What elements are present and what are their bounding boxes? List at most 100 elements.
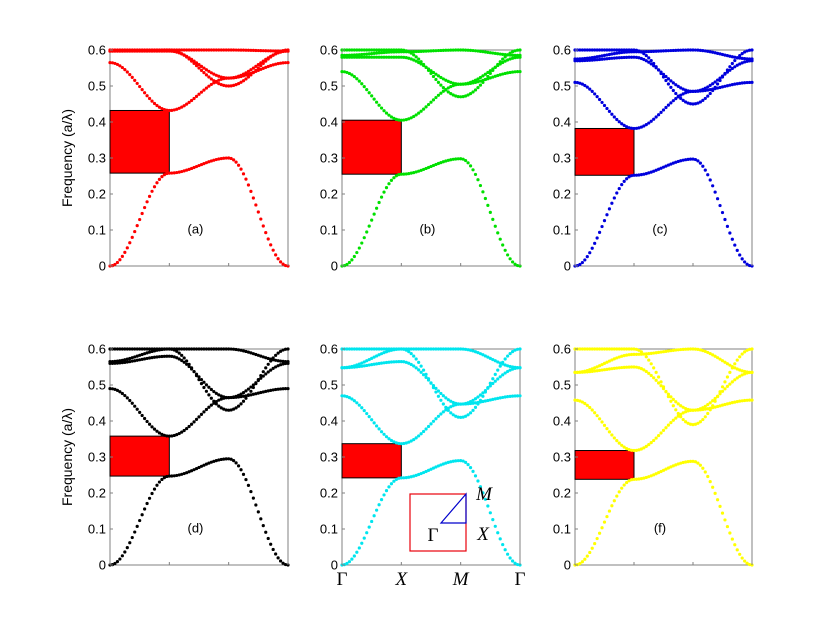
band-point <box>264 231 268 235</box>
band-point <box>434 417 438 421</box>
band-point <box>669 465 673 469</box>
band-point <box>424 347 428 351</box>
band-point <box>436 414 441 418</box>
band-point <box>637 173 641 177</box>
band-point <box>375 354 379 358</box>
band-point <box>622 365 626 369</box>
band-point <box>464 158 468 163</box>
band-point <box>175 347 179 351</box>
band-point <box>725 224 730 228</box>
band-point <box>379 430 384 434</box>
band-point <box>367 363 371 367</box>
band-point <box>607 52 612 57</box>
band-point <box>439 463 443 467</box>
band-point <box>661 385 666 389</box>
band-point <box>412 114 416 119</box>
band-point <box>471 349 475 353</box>
band-point <box>202 385 206 390</box>
band-point <box>513 394 517 398</box>
band-point <box>372 51 376 55</box>
band-point <box>389 115 394 119</box>
band-point <box>182 360 186 364</box>
band-point <box>372 421 376 425</box>
band-point <box>612 347 616 351</box>
band-point <box>639 350 643 354</box>
band-point <box>281 49 285 53</box>
band-point <box>639 367 643 371</box>
band-point <box>684 88 688 92</box>
band-point <box>615 56 619 60</box>
band-point <box>246 387 251 391</box>
band-point <box>508 368 512 372</box>
band-point <box>597 368 602 372</box>
band-point <box>241 79 246 83</box>
band-point <box>464 401 468 406</box>
band-point <box>510 350 515 354</box>
band-point <box>634 477 639 481</box>
band-point <box>593 241 597 245</box>
band-point <box>434 49 438 53</box>
band-point <box>666 392 671 396</box>
band-point <box>365 52 369 56</box>
band-point <box>720 389 725 393</box>
band-point <box>656 350 661 354</box>
band-point <box>713 51 717 55</box>
band-point <box>617 441 621 445</box>
band-point <box>239 392 243 396</box>
band-point <box>610 347 614 351</box>
band-point <box>283 347 288 351</box>
band-point <box>696 421 700 425</box>
band-point <box>664 105 668 110</box>
band-point <box>222 48 226 52</box>
band-point <box>234 461 238 465</box>
band-point <box>439 347 443 351</box>
band-point <box>588 48 592 52</box>
band-point <box>379 51 384 55</box>
band-point <box>725 362 730 366</box>
band-point <box>115 347 120 351</box>
band-point <box>347 260 352 265</box>
band-point <box>456 48 460 52</box>
band-point <box>615 117 619 122</box>
band-point <box>417 60 421 65</box>
band-point <box>471 90 475 94</box>
band-point <box>738 56 742 60</box>
band-point <box>597 230 602 234</box>
band-point <box>194 94 199 98</box>
band-point <box>615 48 619 52</box>
band-point <box>276 351 280 355</box>
band-point <box>202 48 206 52</box>
band-point <box>269 359 273 363</box>
band-point <box>249 389 253 393</box>
band-point <box>382 48 386 52</box>
band-point <box>701 348 705 353</box>
band-point <box>189 469 194 473</box>
band-point <box>370 347 374 351</box>
band-point <box>135 224 139 228</box>
band-point <box>241 390 246 395</box>
band-point <box>588 368 592 372</box>
band-point <box>180 347 184 351</box>
band-point <box>276 257 280 261</box>
band-point <box>600 526 604 530</box>
band-point <box>708 88 712 92</box>
band-point <box>372 347 376 351</box>
band-point <box>461 157 465 161</box>
band-point <box>508 351 512 356</box>
band-point <box>605 213 609 217</box>
band-point <box>239 48 243 52</box>
band-point <box>197 62 201 67</box>
band-point <box>207 461 211 465</box>
band-point <box>483 497 487 501</box>
band-point <box>735 367 739 371</box>
band-point <box>397 118 401 122</box>
band-point <box>187 57 191 61</box>
band-point <box>113 48 117 52</box>
band-point <box>362 347 366 351</box>
band-point <box>414 59 418 63</box>
band-point <box>439 391 443 396</box>
band-point <box>278 349 283 353</box>
band-point <box>379 347 384 351</box>
band-point <box>610 48 614 52</box>
band-point <box>347 560 352 564</box>
